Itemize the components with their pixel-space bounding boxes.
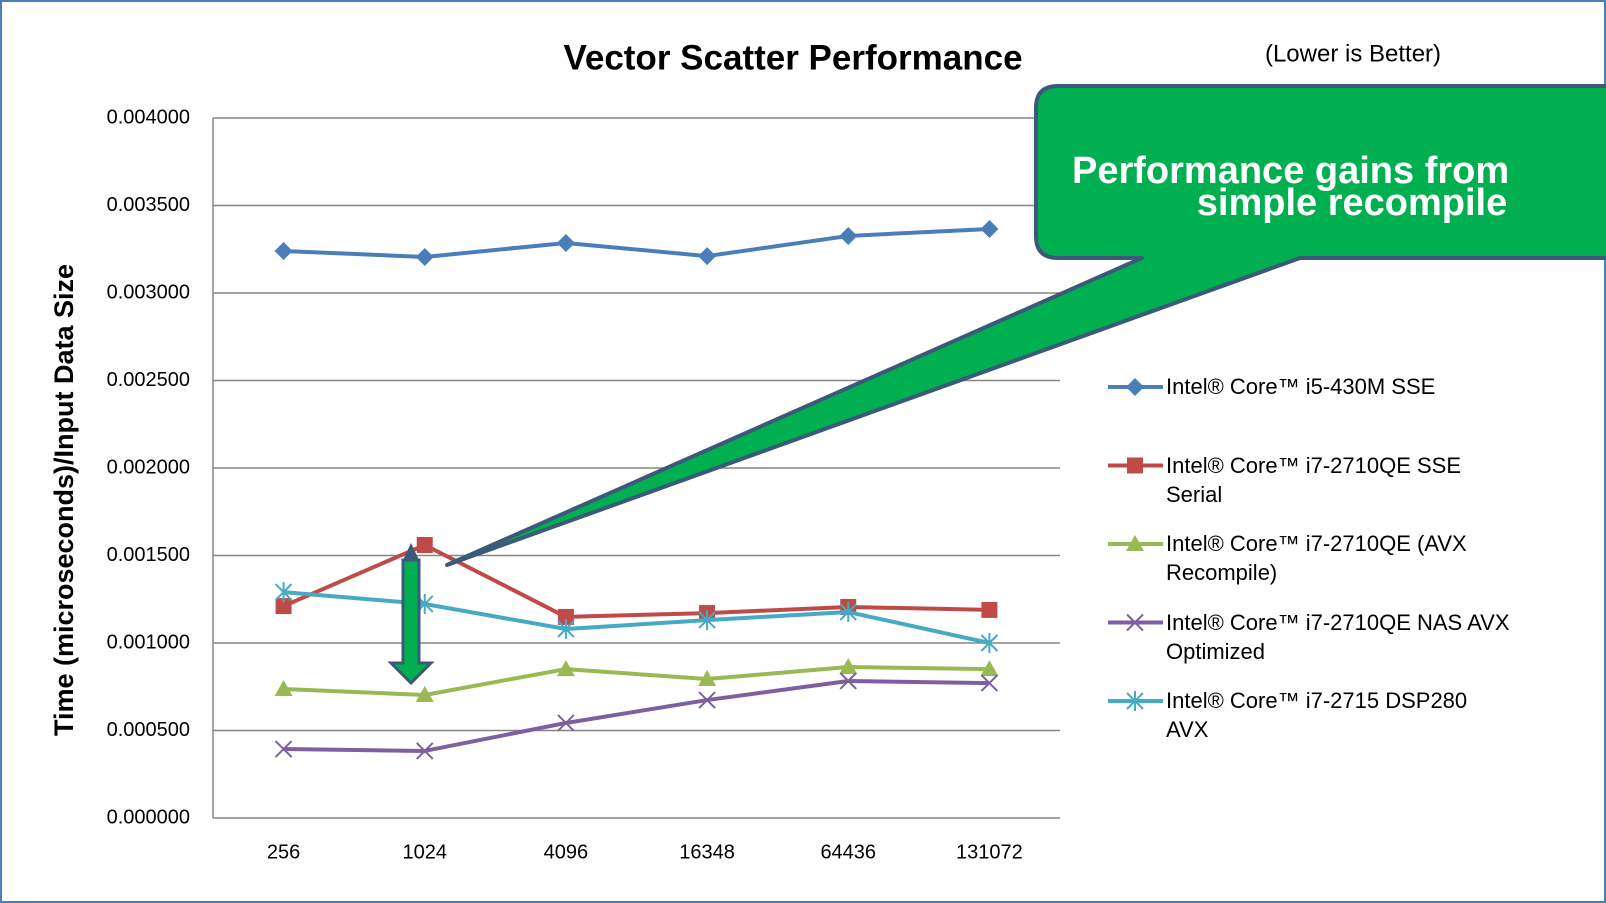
marker	[980, 660, 999, 677]
series-line	[283, 678, 990, 753]
marker	[698, 670, 717, 687]
y-tick-label: 0.003500	[107, 194, 190, 216]
x-tick-label: 16348	[679, 841, 735, 863]
y-tick-label: 0.004000	[107, 106, 190, 128]
marker	[274, 680, 293, 697]
marker	[556, 233, 575, 252]
marker	[416, 537, 433, 553]
y-axis-label: Time (microseconds)/Input Data Size	[49, 264, 79, 736]
marker	[980, 633, 999, 653]
y-tick-label: 0.002000	[107, 456, 190, 478]
marker	[556, 660, 575, 677]
marker	[839, 226, 858, 245]
y-tick-label: 0.000500	[107, 719, 190, 741]
x-tick-label: 131072	[956, 841, 1023, 863]
y-tick-label: 0.001000	[107, 631, 190, 653]
marker	[981, 601, 998, 618]
legend-label: Intel® Core™ i7-2710QE (AVX Recompile)	[1166, 531, 1467, 585]
legend-label: Intel® Core™ i7-2715 DSP280 AVX	[1166, 688, 1468, 742]
series-line	[283, 664, 990, 697]
marker	[698, 691, 716, 709]
marker	[839, 602, 857, 623]
callout: Performance gains from simple recompile	[445, 84, 1606, 567]
marker	[274, 242, 293, 260]
marker	[557, 608, 574, 625]
marker	[839, 657, 858, 674]
marker	[415, 685, 434, 702]
marker	[1127, 457, 1143, 474]
drop-arrow	[387, 543, 435, 686]
callout-text: simple recompile	[1197, 182, 1507, 224]
y-tick-label: 0.003000	[107, 281, 190, 303]
marker	[416, 742, 434, 760]
marker	[1126, 535, 1144, 551]
marker	[839, 672, 857, 690]
x-tick-label: 4096	[544, 841, 589, 863]
arrow-shape	[387, 558, 435, 686]
y-tick-label: 0.002500	[107, 369, 190, 391]
y-tick-label: 0.000000	[107, 806, 190, 828]
legend-label: Intel® Core™ i5-430M SSE	[1166, 374, 1436, 399]
x-tick-label: 256	[267, 841, 300, 863]
marker	[415, 247, 434, 266]
callout-shape	[445, 84, 1606, 567]
x-tick-label: 64436	[820, 841, 876, 863]
marker	[1126, 378, 1144, 396]
y-tick-label: 0.001500	[107, 544, 190, 566]
callout-text: Performance gains from	[1072, 150, 1509, 192]
marker	[1126, 613, 1144, 632]
subtitle: (Lower is Better)	[1265, 40, 1441, 67]
plot: 0.000000 0.000500 0.001000 0.001500 0.002000…	[107, 106, 1163, 863]
marker	[698, 247, 717, 266]
marker	[557, 619, 575, 639]
series-line	[283, 226, 990, 259]
chart-title: Vector Scatter Performance	[563, 38, 1022, 77]
marker	[980, 219, 999, 238]
marker	[274, 582, 293, 603]
marker	[275, 598, 292, 615]
x-tick-label: 1024	[403, 841, 448, 863]
marker	[698, 610, 716, 631]
marker	[274, 740, 293, 758]
marker	[980, 674, 999, 692]
legend-label: Intel® Core™ i7-2710QE NAS AVX Optimized	[1166, 609, 1510, 664]
legend-label: Intel® Core™ i7-2710QE SSE Serial	[1166, 452, 1462, 507]
series-line	[283, 590, 990, 645]
series-line	[282, 543, 990, 619]
marker	[1126, 691, 1144, 711]
marker	[557, 714, 575, 732]
arrow-tip	[403, 543, 419, 560]
